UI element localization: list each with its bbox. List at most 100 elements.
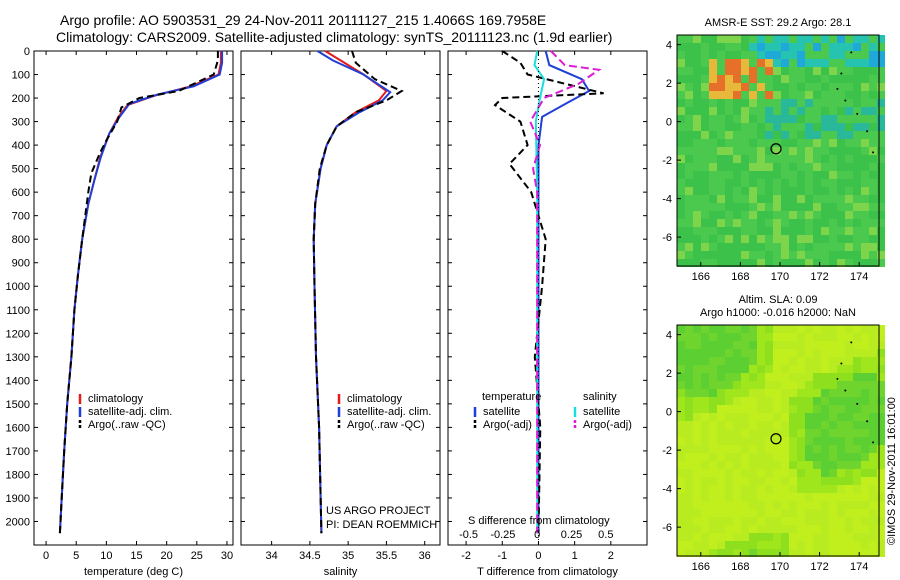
map-cell: [813, 259, 821, 267]
map-cell: [717, 43, 725, 51]
map-cell: [877, 365, 885, 373]
map-cell: [693, 139, 701, 147]
map-cell: [853, 211, 861, 219]
map-cell: [749, 477, 757, 485]
map-x-tick-label: 172: [810, 561, 828, 573]
x-tick-label: 36: [419, 550, 431, 562]
island-dot: [840, 72, 843, 75]
map-cell: [813, 83, 821, 91]
map-cell: [733, 421, 741, 429]
map-cell: [741, 413, 749, 421]
map-cell: [741, 251, 749, 259]
map-cell: [813, 421, 821, 429]
map-cell: [805, 437, 813, 445]
map-cell: [837, 517, 845, 525]
map-cell: [685, 381, 693, 389]
map-cell: [685, 397, 693, 405]
map-cell: [717, 251, 725, 259]
map-cell: [709, 373, 717, 381]
map-cell: [765, 453, 773, 461]
map-cell: [877, 59, 885, 67]
map-cell: [709, 83, 717, 91]
map-cell: [837, 525, 845, 533]
map-cell: [765, 83, 773, 91]
map-cell: [877, 541, 885, 549]
map-cell: [805, 381, 813, 389]
map-cell: [709, 219, 717, 227]
map-cell: [773, 75, 781, 83]
map-cell: [869, 227, 877, 235]
map-cell: [861, 83, 869, 91]
map-cell: [685, 235, 693, 243]
diff-legend-title: temperature: [482, 391, 541, 403]
map-cell: [829, 139, 837, 147]
diff-t-legend-label: satellite: [483, 406, 520, 418]
map-cell: [829, 421, 837, 429]
map-cell: [813, 533, 821, 541]
map-cell: [773, 83, 781, 91]
map-cell: [677, 123, 685, 131]
map-cell: [853, 139, 861, 147]
map-cell: [725, 139, 733, 147]
map-cell: [869, 341, 877, 349]
map-cell: [677, 517, 685, 525]
map-cell: [773, 437, 781, 445]
map-cell: [845, 131, 853, 139]
map-cell: [733, 549, 741, 557]
map-cell: [821, 549, 829, 557]
map-cell: [749, 341, 757, 349]
map-cell: [701, 501, 709, 509]
map-cell: [781, 59, 789, 67]
island-dot: [836, 377, 839, 380]
map-cell: [693, 219, 701, 227]
map-cell: [845, 373, 853, 381]
map-cell: [757, 421, 765, 429]
map-cell: [789, 509, 797, 517]
depth-tick-label: 1100: [6, 305, 30, 317]
x-axis-label: T difference from climatology: [477, 566, 618, 578]
map-cell: [757, 195, 765, 203]
map-cell: [813, 325, 821, 333]
map-cell: [821, 123, 829, 131]
map-cell: [773, 469, 781, 477]
map-cell: [709, 75, 717, 83]
depth-tick-label: 0: [24, 46, 30, 58]
map-cell: [789, 445, 797, 453]
map-cell: [709, 357, 717, 365]
island-dot: [840, 362, 843, 365]
map-cell: [797, 341, 805, 349]
map-cell: [733, 51, 741, 59]
map-cell: [813, 115, 821, 123]
map-cell: [733, 541, 741, 549]
map-cell: [709, 139, 717, 147]
map-cell: [845, 333, 853, 341]
map-cell: [781, 227, 789, 235]
map-cell: [685, 35, 693, 43]
map-cell: [813, 389, 821, 397]
map-cell: [861, 461, 869, 469]
map-cell: [685, 179, 693, 187]
map-cell: [837, 115, 845, 123]
map-cell: [757, 357, 765, 365]
map-cell: [709, 203, 717, 211]
map-cell: [869, 51, 877, 59]
map-cell: [845, 251, 853, 259]
map-cell: [781, 163, 789, 171]
map-cell: [709, 541, 717, 549]
map-cell: [717, 445, 725, 453]
map-cell: [869, 461, 877, 469]
series-line-satelliteadjclim: [58, 51, 224, 534]
map-cell: [685, 163, 693, 171]
map-cell: [733, 533, 741, 541]
map-cell: [869, 405, 877, 413]
map-cell: [741, 501, 749, 509]
map-cell: [805, 91, 813, 99]
map-cell: [741, 155, 749, 163]
map-cell: [701, 43, 709, 51]
map-cell: [877, 155, 885, 163]
map-cell: [861, 437, 869, 445]
map-cell: [813, 147, 821, 155]
map-cell: [869, 171, 877, 179]
map-cell: [853, 51, 861, 59]
map-cell: [869, 453, 877, 461]
